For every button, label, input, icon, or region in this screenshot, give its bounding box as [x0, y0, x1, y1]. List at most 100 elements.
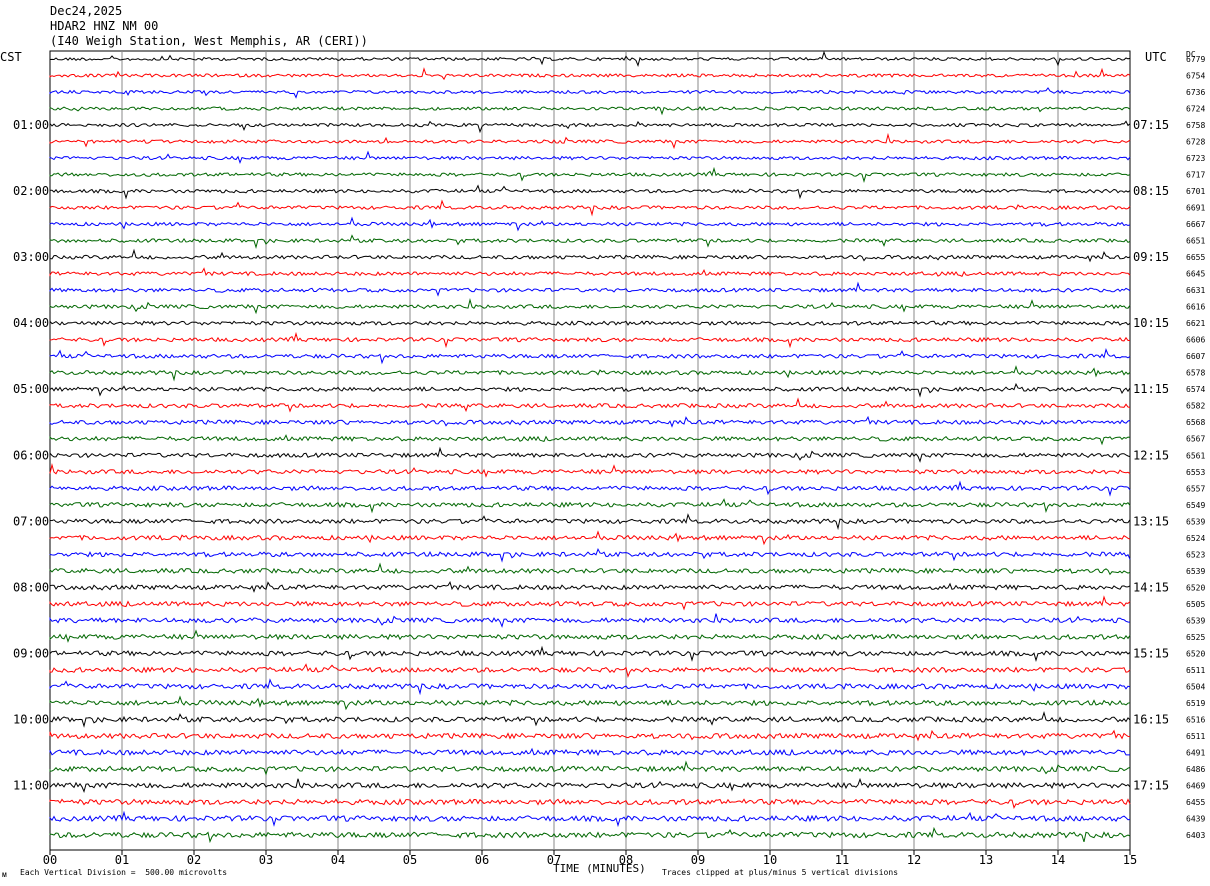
cst-hour-label: 09:00	[13, 646, 49, 660]
dc-offset-label: 6491	[1186, 748, 1205, 757]
utc-hour-label: 08:15	[1133, 184, 1169, 198]
station-code: HDAR2 HNZ NM 00	[50, 19, 159, 33]
seismic-trace	[49, 798, 1131, 809]
dc-offset-label: 6539	[1186, 517, 1205, 526]
dc-offset-label: 6469	[1186, 781, 1205, 790]
seismic-trace	[49, 760, 1131, 776]
seismic-trace	[49, 365, 1131, 382]
scale-note: Each Vertical Division = 500.00 microvol…	[20, 868, 228, 877]
cst-hour-label: 05:00	[13, 382, 49, 396]
seismic-trace	[49, 216, 1131, 232]
dc-offset-label: 6616	[1186, 303, 1205, 312]
dc-offset-label: 6607	[1186, 352, 1205, 361]
dc-offset-label: 6655	[1186, 253, 1205, 262]
cst-hour-label: 01:00	[13, 118, 49, 132]
cst-hour-label: 10:00	[13, 712, 49, 726]
seismic-trace	[49, 580, 1131, 593]
dc-offset-label: 6691	[1186, 204, 1205, 213]
x-tick-label: 03	[259, 853, 273, 867]
cst-hour-label: 04:00	[13, 316, 49, 330]
seismic-trace	[49, 547, 1131, 563]
dc-offset-label: 6606	[1186, 336, 1205, 345]
dc-offset-label: 6723	[1186, 154, 1205, 163]
dc-offset-label: 6621	[1186, 319, 1205, 328]
utc-hour-label: 09:15	[1133, 250, 1169, 264]
x-tick-label: 13	[979, 853, 993, 867]
dc-offset-label: 6439	[1186, 814, 1205, 823]
dc-offset-label: 6651	[1186, 237, 1205, 246]
dc-column-label: DC	[1186, 50, 1196, 59]
cst-axis-label: CST	[0, 50, 22, 64]
dc-offset-label: 6568	[1186, 418, 1205, 427]
dc-offset-label: 6736	[1186, 88, 1205, 97]
dc-offset-label: 6758	[1186, 121, 1205, 130]
dc-offset-label: 6523	[1186, 550, 1205, 559]
seismic-trace	[49, 810, 1131, 828]
seismic-trace	[49, 562, 1131, 576]
x-tick-label: 11	[835, 853, 849, 867]
seismic-trace	[49, 166, 1131, 183]
dc-offset-label: 6645	[1186, 270, 1205, 279]
dc-offset-label: 6578	[1186, 369, 1205, 378]
seismic-trace	[49, 434, 1131, 446]
cst-hour-label: 08:00	[13, 580, 49, 594]
seismic-trace	[49, 747, 1130, 757]
x-tick-label: 15	[1123, 853, 1137, 867]
dc-offset-label: 6549	[1186, 501, 1205, 510]
x-tick-label: 06	[475, 853, 489, 867]
dc-offset-label: 6631	[1186, 286, 1205, 295]
seismic-trace	[49, 695, 1131, 711]
seismic-trace	[49, 67, 1131, 81]
seismic-trace	[49, 120, 1131, 134]
x-tick-label: 09	[691, 853, 705, 867]
dc-offset-label: 6724	[1186, 105, 1205, 114]
utc-hour-label: 17:15	[1133, 778, 1169, 792]
utc-hour-label: 15:15	[1133, 646, 1169, 660]
dc-offset-label: 6728	[1186, 138, 1205, 147]
dc-offset-label: 6520	[1186, 649, 1205, 658]
dc-offset-label: 6511	[1186, 666, 1205, 675]
cst-hour-label: 02:00	[13, 184, 49, 198]
seismic-trace	[49, 480, 1131, 497]
dc-offset-label: 6516	[1186, 715, 1205, 724]
seismic-trace	[49, 348, 1131, 365]
dc-offset-label: 6754	[1186, 72, 1205, 81]
utc-axis-label: UTC	[1145, 50, 1167, 64]
seismic-trace	[49, 498, 1131, 514]
dc-offset-label: 6486	[1186, 765, 1205, 774]
cst-hour-label: 06:00	[13, 448, 49, 462]
x-tick-label: 02	[187, 853, 201, 867]
dc-offset-label: 6701	[1186, 187, 1205, 196]
seismic-trace	[49, 513, 1131, 531]
x-tick-label: 00	[43, 853, 57, 867]
seismic-trace	[49, 463, 1131, 478]
seismic-trace	[49, 446, 1131, 463]
cst-hour-label: 07:00	[13, 514, 49, 528]
seismic-trace	[49, 826, 1131, 844]
x-tick-label: 12	[907, 853, 921, 867]
dc-offset-label: 6779	[1186, 55, 1205, 64]
plot-date: Dec24,2025	[50, 4, 123, 18]
station-location: (I40 Weigh Station, West Memphis, AR (CE…	[50, 34, 368, 48]
seismic-trace	[49, 50, 1131, 67]
dc-offset-label: 6524	[1186, 534, 1205, 543]
dc-offset-label: 6539	[1186, 616, 1205, 625]
utc-hour-label: 13:15	[1133, 514, 1169, 528]
utc-hour-label: 07:15	[1133, 118, 1169, 132]
clip-note: Traces clipped at plus/minus 5 vertical …	[662, 868, 899, 877]
cst-hour-label: 03:00	[13, 250, 49, 264]
seismic-trace	[49, 663, 1131, 679]
dc-offset-label: 6505	[1186, 600, 1205, 609]
dc-offset-label: 6539	[1186, 567, 1205, 576]
seismic-trace	[49, 613, 1131, 628]
seismic-trace	[49, 710, 1131, 728]
corner-mark: ᴍ	[2, 870, 7, 879]
dc-offset-label: 6520	[1186, 583, 1205, 592]
seismic-trace	[49, 320, 1131, 326]
seismic-trace	[49, 729, 1131, 742]
x-axis-title: TIME (MINUTES)	[553, 862, 646, 875]
x-tick-label: 01	[115, 853, 129, 867]
dc-offset-label: 6504	[1186, 682, 1205, 691]
dc-offset-label: 6667	[1186, 220, 1205, 229]
